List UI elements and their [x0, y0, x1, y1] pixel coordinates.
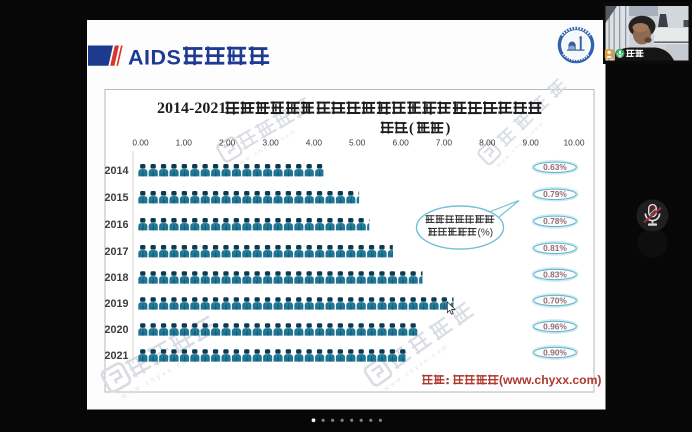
svg-text:1.00: 1.00 [176, 138, 193, 148]
svg-text:2020: 2020 [104, 324, 128, 336]
svg-text:2.00: 2.00 [219, 138, 236, 148]
svg-text:10.00: 10.00 [564, 138, 585, 148]
svg-text:5.00: 5.00 [349, 138, 366, 148]
svg-text:0.83%: 0.83% [543, 269, 567, 279]
svg-text:0.00: 0.00 [132, 138, 149, 148]
svg-text:2017: 2017 [104, 246, 128, 258]
svg-text:0.78%: 0.78% [543, 216, 567, 226]
svg-text:2018: 2018 [104, 272, 128, 284]
svg-text:0.90%: 0.90% [543, 347, 567, 357]
svg-text:0.79%: 0.79% [543, 189, 567, 199]
svg-text:(www.chyxx.com): (www.chyxx.com) [499, 373, 602, 387]
svg-text:3.00: 3.00 [262, 138, 279, 148]
svg-text:2016: 2016 [104, 219, 128, 231]
svg-text:8.00: 8.00 [479, 138, 496, 148]
svg-text:2014: 2014 [104, 165, 128, 177]
svg-text:2019: 2019 [104, 298, 128, 310]
svg-text:4.00: 4.00 [306, 138, 323, 148]
svg-text:7.00: 7.00 [436, 138, 453, 148]
svg-text:(: ( [409, 121, 414, 137]
svg-text:2014-2021: 2014-2021 [157, 100, 226, 117]
svg-text:6.00: 6.00 [392, 138, 409, 148]
svg-text:2021: 2021 [104, 350, 128, 362]
svg-text:0.96%: 0.96% [543, 321, 567, 331]
svg-text:0.63%: 0.63% [543, 162, 567, 172]
svg-text:9.00: 9.00 [523, 138, 540, 148]
svg-text:(%): (%) [478, 227, 494, 238]
svg-text:): ) [446, 121, 451, 137]
svg-text:2015: 2015 [104, 192, 128, 204]
svg-text:0.81%: 0.81% [543, 243, 567, 253]
svg-text:AIDS: AIDS [128, 46, 181, 70]
svg-text:0.70%: 0.70% [543, 295, 567, 305]
